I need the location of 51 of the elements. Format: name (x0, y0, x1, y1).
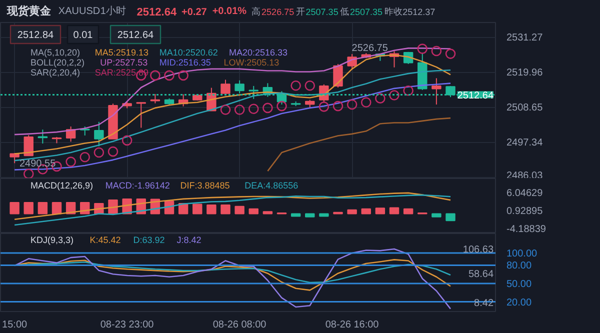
annotation: KDJ(9,3,3) (30, 234, 74, 245)
text: 开 (296, 6, 305, 16)
text: +0.01% (212, 6, 247, 17)
x-tick-label: 08-26 16:00 (325, 320, 380, 330)
series-label: K:45.42 (90, 234, 121, 245)
y-tick-label: 2531.27 (506, 32, 544, 44)
y-tick-label: 2497.34 (506, 138, 544, 149)
text: 低 (340, 6, 350, 16)
text: 昨收 (384, 6, 402, 16)
text: 1小时 (100, 5, 126, 17)
text: MID:2516.35 (159, 58, 211, 68)
y-tick-label: 50.00 (506, 278, 532, 290)
text: 2526.75 (262, 7, 294, 17)
annotation: MACD:-1.96142 (105, 180, 170, 190)
annotation: MA20:2516.33 (228, 48, 288, 58)
text: 2512.64 (136, 6, 178, 18)
annotation: 2512.84 (17, 30, 54, 41)
text: J:8.42 (176, 234, 202, 245)
text: 58.64 (468, 268, 494, 280)
annotation: 2512.64 (117, 30, 154, 41)
y-tick-label: 20.00 (506, 297, 532, 308)
text: +0.27 (182, 7, 208, 18)
text: 2507.35 (350, 7, 383, 17)
text: D:63.92 (133, 234, 165, 245)
annotation: BOLL(20,2,2) (30, 58, 85, 68)
y-tick-label: 6.04629 (506, 188, 544, 199)
annotation: 2526.75 (352, 43, 388, 54)
text: 高 (252, 6, 261, 16)
y-tick-label: 100.00 (506, 248, 538, 260)
series-label: UP:2527.53 (100, 58, 148, 68)
annotation: MA(5,10,20) (30, 48, 80, 58)
annotation: MACD(12,26,9) (30, 180, 94, 190)
y-tick-label: 0.92895 (506, 206, 544, 217)
text: LOW:2505.13 (224, 58, 280, 68)
x-tick-label: 08-26 08:00 (212, 320, 267, 330)
text: 2507.35 (306, 7, 338, 17)
annotation: 0.01 (73, 30, 94, 41)
annotation: SAR(2,20,4) (30, 68, 80, 78)
x-tick-label: 15:00 (2, 320, 28, 330)
y-tick-label: 2508.65 (506, 102, 544, 114)
series-label: DIF:3.88485 (180, 180, 230, 190)
text: MA5:2519.13 (94, 48, 148, 58)
text: 2512.37 (402, 7, 436, 17)
chart-title: 现货黄金 (6, 4, 52, 18)
text: MA10:2520.62 (159, 48, 218, 58)
chart-subtitle: XAUUSD (58, 6, 100, 17)
y-tick-label: 2519.96 (506, 68, 544, 79)
x-tick-label: 08-23 23:00 (100, 320, 154, 330)
y-tick-label: -4.18839 (506, 224, 546, 236)
series-label: DEA:4.86556 (244, 180, 298, 190)
y-tick-label: 80.00 (506, 260, 532, 272)
